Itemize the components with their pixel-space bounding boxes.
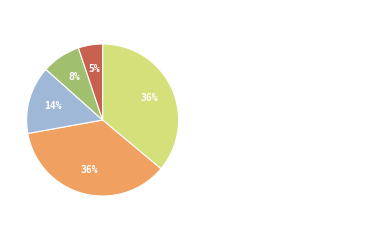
Wedge shape [46,48,103,120]
Wedge shape [78,44,103,120]
Text: 5%: 5% [89,64,100,74]
Text: 14%: 14% [44,101,62,111]
Text: 36%: 36% [81,165,98,175]
Wedge shape [28,120,161,196]
Text: 8%: 8% [68,72,80,82]
Wedge shape [103,44,179,169]
Text: 36%: 36% [141,93,158,103]
Wedge shape [27,69,103,133]
Legend: Research Center in
Biodiversity and Genetic
Resources [12], Centre for Biodivers: Research Center in Biodiversity and Gene… [203,5,380,132]
